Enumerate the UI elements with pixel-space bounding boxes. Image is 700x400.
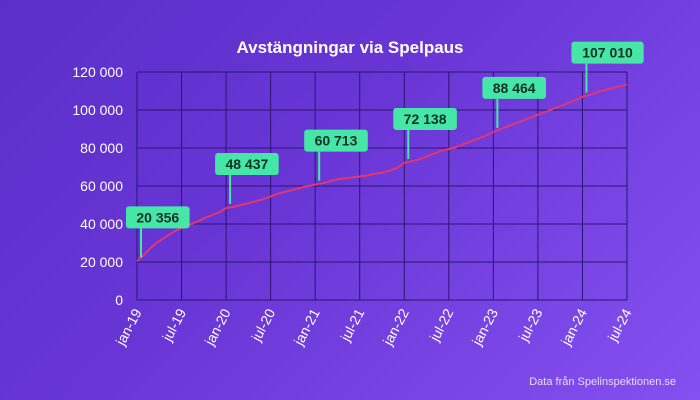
callout-label: 107 010 xyxy=(582,45,633,61)
callout-box xyxy=(393,107,457,130)
y-axis-ticks: 0 20 000 40 000 60 000 80 000 100 000 120 000 xyxy=(72,64,123,308)
source-note: Data från Spelinspektionen.se xyxy=(529,376,676,388)
data-callout: 107 010 xyxy=(571,41,644,93)
callout-box xyxy=(304,129,368,152)
y-tick-label: 40 000 xyxy=(80,216,123,232)
x-tick-label: jan-19 xyxy=(112,306,145,349)
callout-box xyxy=(126,206,190,229)
series-line xyxy=(136,83,628,263)
data-callout: 72 138 xyxy=(393,107,457,159)
y-tick-label: 20 000 xyxy=(80,254,123,270)
y-tick-label: 100 000 xyxy=(72,102,123,118)
chart-title: Avstängningar via Spelpaus xyxy=(236,38,463,57)
x-tick-label: jan-20 xyxy=(201,306,234,349)
x-tick-label: jul-23 xyxy=(515,306,546,345)
y-tick-label: 60 000 xyxy=(80,178,123,194)
callout-box xyxy=(482,76,546,99)
data-callout: 48 437 xyxy=(215,152,279,204)
y-tick-label: 0 xyxy=(115,292,123,308)
callout-label: 48 437 xyxy=(225,156,268,172)
data-callout: 88 464 xyxy=(482,76,546,128)
x-tick-label: jul-20 xyxy=(248,306,279,345)
x-tick-label: jan-21 xyxy=(290,306,323,349)
x-axis-ticks: jan-19 jul-19 jan-20 jul-20 jan-21 jul-21 jan-… xyxy=(112,306,635,349)
x-tick-label: jan-23 xyxy=(468,306,501,349)
callout-label: 60 713 xyxy=(315,133,358,149)
annotations-layer: 20 356 48 437 60 713 72 138 88 464 107 010 xyxy=(126,41,644,258)
callout-label: 88 464 xyxy=(493,80,536,96)
callout-label: 20 356 xyxy=(136,209,179,225)
x-tick-label: jul-22 xyxy=(426,306,457,345)
x-tick-label: jul-24 xyxy=(604,306,635,345)
y-tick-label: 80 000 xyxy=(80,140,123,156)
x-tick-label: jan-22 xyxy=(379,306,412,349)
x-tick-label: jan-24 xyxy=(557,306,590,349)
data-callout: 20 356 xyxy=(126,206,190,258)
callout-label: 72 138 xyxy=(404,111,447,127)
data-callout: 60 713 xyxy=(304,129,368,181)
callout-box xyxy=(215,152,279,175)
series-layer xyxy=(136,83,628,263)
x-tick-label: jul-21 xyxy=(337,306,368,345)
y-tick-label: 120 000 xyxy=(72,64,123,80)
callout-box xyxy=(571,41,644,64)
x-tick-label: jul-19 xyxy=(159,306,190,345)
chart-grid xyxy=(136,71,628,301)
